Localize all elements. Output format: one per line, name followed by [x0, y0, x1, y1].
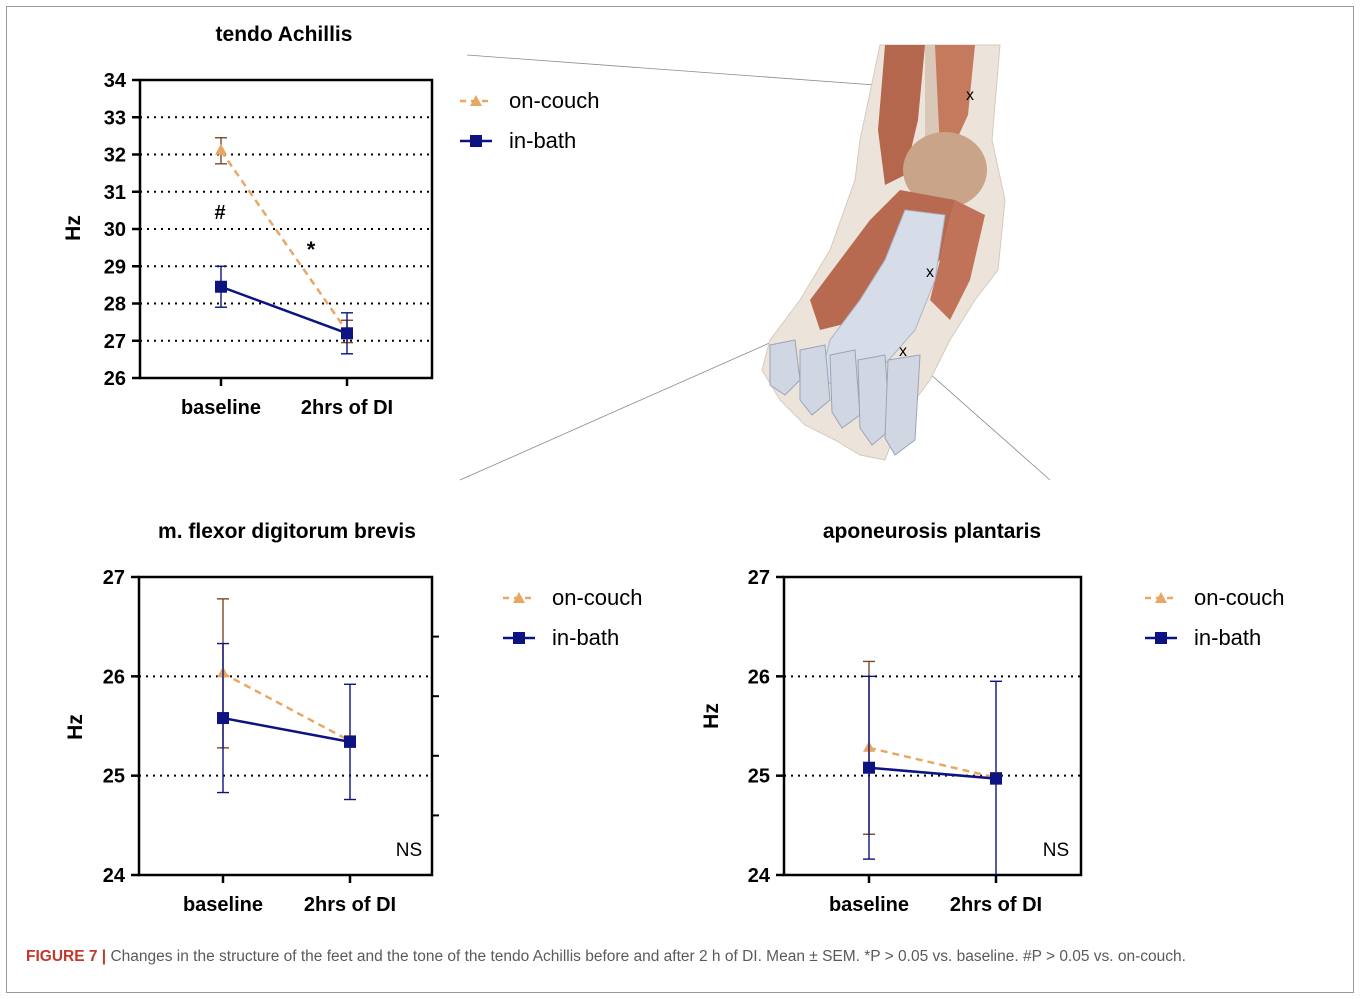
point-in-bath	[341, 327, 353, 340]
plot-frame	[137, 575, 434, 877]
y-tick-label: 31	[104, 182, 126, 204]
axes	[137, 575, 434, 877]
chart-title: m. flexor digitorum brevis	[158, 520, 416, 543]
y-tick-label: 24	[103, 865, 126, 887]
x-tick-label: baseline	[183, 894, 263, 916]
plot-frame	[782, 575, 1083, 877]
y-tick-label: 25	[748, 766, 770, 788]
series-on-couch	[863, 660, 1002, 835]
svg-text:x: x	[899, 343, 907, 360]
legend-marker-on-couch	[1155, 592, 1167, 603]
figure-caption: FIGURE 7 | Changes in the structure of t…	[26, 945, 1326, 969]
y-tick-label: 29	[104, 256, 126, 278]
point-in-bath	[344, 735, 356, 748]
legend-in-bath: in-bath	[1194, 625, 1261, 650]
legend: on-couch in-bath	[1145, 585, 1285, 650]
figure-canvas: x x x tendo Achillis Hz 26 27 28 29 30 31 32 33…	[62, 23, 1285, 916]
svg-text:x: x	[926, 264, 934, 281]
series-in-bath	[863, 675, 1002, 875]
chart-aponeurosis-plantaris: aponeurosis plantaris Hz 24 25 26 27 baseli…	[700, 520, 1285, 916]
point-on-couch	[215, 143, 227, 155]
x-tick-label: baseline	[829, 894, 909, 916]
gridlines	[784, 675, 1081, 777]
y-tick-label: 27	[103, 567, 125, 589]
foot-anatomy-icon: x x x	[459, 44, 1051, 481]
annotation-ns: NS	[1043, 840, 1069, 861]
gridlines	[140, 116, 432, 342]
x-tick-label: 2hrs of DI	[950, 894, 1042, 916]
x-ticks: baseline 2hrs of DI	[183, 875, 396, 916]
y-ticks: 24 25 26 27	[103, 567, 439, 887]
legend-marker-in-bath	[1155, 632, 1167, 644]
legend-marker-on-couch	[470, 95, 482, 106]
chart-flexor-digitorum-brevis: m. flexor digitorum brevis Hz 24 25 26 27 b…	[64, 520, 643, 916]
series-line	[222, 716, 351, 744]
y-axis-label: Hz	[64, 714, 87, 740]
legend: on-couch in-bath	[460, 88, 600, 153]
series	[217, 598, 356, 801]
y-tick-label: 27	[104, 331, 126, 353]
legend-on-couch: on-couch	[1194, 585, 1285, 610]
y-tick-label: 25	[103, 766, 125, 788]
y-tick-label: 26	[748, 666, 770, 688]
series-line	[219, 150, 349, 333]
series	[863, 660, 1002, 875]
x-tick-label: baseline	[181, 397, 261, 419]
series-in-bath	[215, 265, 353, 355]
series-line	[220, 285, 348, 335]
svg-text:x: x	[966, 87, 974, 104]
y-axis-label: Hz	[62, 215, 85, 241]
series-line	[868, 766, 997, 780]
legend-on-couch: on-couch	[552, 585, 643, 610]
legend: on-couch in-bath	[503, 585, 643, 650]
y-tick-label: 32	[104, 145, 126, 167]
y-ticks: 24 25 26 27	[748, 567, 784, 887]
series-in-bath	[217, 642, 356, 801]
chart-title: tendo Achillis	[216, 23, 353, 46]
y-tick-label: 33	[104, 107, 126, 129]
series-on-couch	[215, 137, 353, 344]
x-tick-label: 2hrs of DI	[304, 894, 396, 916]
x-ticks: baseline 2hrs of DI	[829, 875, 1042, 916]
y-axis-label: Hz	[700, 703, 723, 729]
legend-on-couch: on-couch	[509, 88, 600, 113]
y-ticks: 26 27 28 29 30 31 32 33 34	[104, 70, 140, 390]
series-line	[868, 746, 997, 779]
point-in-bath	[863, 761, 875, 774]
y-tick-label: 34	[104, 70, 127, 92]
legend-marker-in-bath	[513, 632, 525, 644]
point-in-bath	[215, 280, 227, 293]
gridlines	[139, 675, 432, 777]
x-ticks: baseline 2hrs of DI	[181, 378, 393, 419]
caption-text: Changes in the structure of the feet and…	[110, 948, 1186, 965]
series	[215, 137, 353, 355]
x-tick-label: 2hrs of DI	[301, 397, 393, 419]
legend-marker-in-bath	[470, 135, 482, 147]
legend-in-bath: in-bath	[509, 128, 576, 153]
y-tick-label: 26	[104, 368, 126, 390]
annotation-star: *	[307, 237, 316, 262]
y-tick-label: 30	[104, 219, 126, 241]
caption-label: FIGURE 7 |	[26, 948, 107, 965]
point-in-bath	[990, 772, 1002, 785]
series-on-couch	[217, 598, 356, 749]
legend-in-bath: in-bath	[552, 625, 619, 650]
annotation-hash: #	[214, 202, 225, 224]
y-tick-label: 24	[748, 865, 771, 887]
y-tick-label: 27	[748, 567, 770, 589]
annotation-ns: NS	[396, 840, 422, 861]
chart-tendo-achillis: tendo Achillis Hz 26 27 28 29 30 31 32 33 34 bas…	[62, 23, 600, 419]
axes	[782, 575, 1083, 877]
y-tick-label: 28	[104, 294, 126, 316]
figure-frame	[6, 6, 1354, 993]
chart-title: aponeurosis plantaris	[823, 520, 1041, 543]
point-in-bath	[217, 712, 229, 725]
legend-marker-on-couch	[513, 592, 525, 603]
y-tick-label: 26	[103, 666, 125, 688]
